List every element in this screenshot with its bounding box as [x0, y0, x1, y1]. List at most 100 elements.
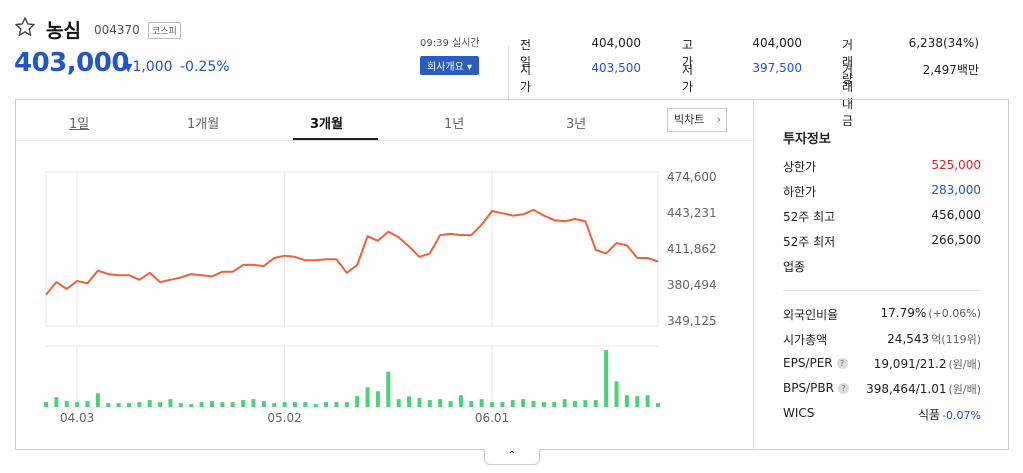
- stat-label: 거래량: [842, 38, 854, 86]
- bigchart-button[interactable]: 빅차트 ›: [667, 108, 727, 132]
- volume-bar: [344, 402, 349, 407]
- invest-title: 투자정보: [783, 132, 831, 147]
- invest-value: 525,000: [931, 158, 981, 172]
- company-overview-button[interactable]: 회사개요 ▾: [420, 56, 479, 75]
- invest-subvalue: (원/배): [948, 383, 981, 396]
- invest-value: 456,000: [931, 208, 981, 222]
- stat-value: 404,000: [752, 36, 802, 50]
- volume-bar: [614, 381, 619, 407]
- invest-value: 398,464/1.01: [866, 382, 947, 396]
- volume-bar: [272, 403, 277, 407]
- invest-subvalue: (원/배): [948, 358, 981, 371]
- volume-bar: [230, 402, 235, 407]
- help-icon[interactable]: ?: [837, 383, 849, 394]
- volume-bar: [375, 391, 380, 407]
- volume-bar: [396, 399, 401, 407]
- change-rate: -0.25%: [180, 59, 230, 75]
- volume-bar: [54, 397, 59, 407]
- volume-bar: [292, 402, 297, 407]
- volume-bar: [137, 402, 142, 407]
- volume-bar: [645, 395, 650, 407]
- invest-value: 283,000: [931, 183, 981, 197]
- tab-1y[interactable]: 1년: [444, 117, 465, 132]
- tab-1d[interactable]: 1일: [69, 117, 90, 132]
- bigchart-label: 빅차트: [674, 113, 705, 126]
- volume-bar: [573, 401, 578, 407]
- stat-value: 6,238(34%): [908, 36, 979, 50]
- stat-label: 저가: [682, 63, 694, 94]
- invest-row: 하한가 283,000: [783, 183, 981, 201]
- stat-value: 397,500: [752, 61, 802, 75]
- volume-bar: [324, 402, 329, 407]
- volume-bar: [656, 403, 660, 407]
- invest-row: 52주 최고 456,000: [783, 208, 981, 226]
- tab-3y[interactable]: 3년: [566, 117, 587, 132]
- price-change-value: 1,000: [132, 59, 173, 75]
- volume-bar: [593, 400, 598, 407]
- collapse-button[interactable]: ⌃: [484, 449, 540, 465]
- invest-row: 상한가 525,000: [783, 158, 981, 176]
- volume-bar: [241, 400, 246, 407]
- invest-row: 시가총액 24,543 억(119위): [783, 331, 981, 349]
- chart-panel: 1일 1개월 3개월 1년 3년 빅차트 › 04.03 05.02 06.01 474…: [15, 99, 1009, 450]
- invest-label: EPS/PER: [783, 356, 833, 370]
- y-tick-label: 349,125: [667, 314, 717, 328]
- y-tick-label: 443,231: [667, 206, 717, 220]
- tab-3m[interactable]: 3개월: [310, 117, 343, 132]
- volume-bar: [75, 402, 80, 407]
- invest-label: 업종: [783, 260, 806, 274]
- volume-bar: [479, 399, 484, 407]
- invest-row: WICS 식품 -0.07%: [783, 406, 981, 424]
- help-icon[interactable]: ?: [836, 358, 848, 369]
- volume-bar: [334, 402, 339, 407]
- volume-bar: [500, 402, 505, 407]
- tab-1m[interactable]: 1개월: [187, 117, 220, 132]
- volume-bar: [458, 395, 463, 407]
- star-icon[interactable]: [14, 16, 36, 38]
- price-plot-frame: [45, 171, 659, 327]
- invest-label: 시가총액: [783, 333, 828, 347]
- volume-bar: [189, 404, 194, 407]
- volume-bar: [541, 402, 546, 407]
- volume-bar: [261, 401, 266, 407]
- volume-bar: [116, 403, 121, 407]
- volume-bar: [552, 402, 557, 407]
- stock-name: 농심: [46, 20, 81, 42]
- volume-bar: [355, 396, 360, 407]
- invest-value: 19,091/21.2: [873, 357, 947, 371]
- invest-label: BPS/PBR: [783, 381, 834, 395]
- volume-bar: [521, 399, 526, 407]
- period-tabs: 1일 1개월 3개월 1년 3년 빅차트 ›: [16, 100, 753, 141]
- invest-row: EPS/PER? 19,091/21.2 (원/배): [783, 356, 981, 374]
- volume-bar: [147, 400, 152, 407]
- investment-info: 투자정보 상한가 525,000 하한가 283,000 52주 최고 456,000 52…: [753, 100, 1008, 449]
- volume-bar: [178, 403, 183, 407]
- stock-header: 농심 004370 코스피 403,000 ▼1,000 -0.25% 09:3…: [14, 14, 1014, 128]
- volume-bar: [44, 402, 48, 407]
- price-change: ▼1,000: [124, 59, 173, 75]
- volume-bar: [604, 350, 609, 407]
- invest-row: 외국인비율 17.79% (+0.06%): [783, 306, 981, 324]
- invest-divider: [783, 290, 981, 291]
- header-divider: [508, 46, 509, 101]
- invest-row: 52주 최저 266,500: [783, 233, 981, 251]
- price-line: [45, 208, 659, 296]
- volume-bar: [427, 400, 432, 407]
- invest-subvalue: 억(119위): [931, 333, 981, 346]
- market-badge: 코스피: [148, 22, 181, 39]
- volume-bar: [510, 400, 515, 407]
- invest-label: WICS: [783, 406, 815, 420]
- realtime-label: 09:39 실시간: [420, 38, 480, 49]
- invest-label: 외국인비율: [783, 308, 839, 322]
- active-tab-indicator: [293, 138, 378, 140]
- invest-row: BPS/PBR? 398,464/1.01 (원/배): [783, 381, 981, 399]
- volume-bar: [95, 393, 100, 407]
- volume-bar: [624, 395, 629, 407]
- chevron-right-icon: ›: [716, 113, 721, 126]
- volume-bar: [282, 402, 287, 407]
- volume-bar: [407, 396, 412, 407]
- volume-bar: [365, 387, 370, 407]
- y-tick-label: 411,862: [667, 242, 717, 256]
- volume-bar: [386, 371, 391, 407]
- volume-bar: [469, 401, 474, 407]
